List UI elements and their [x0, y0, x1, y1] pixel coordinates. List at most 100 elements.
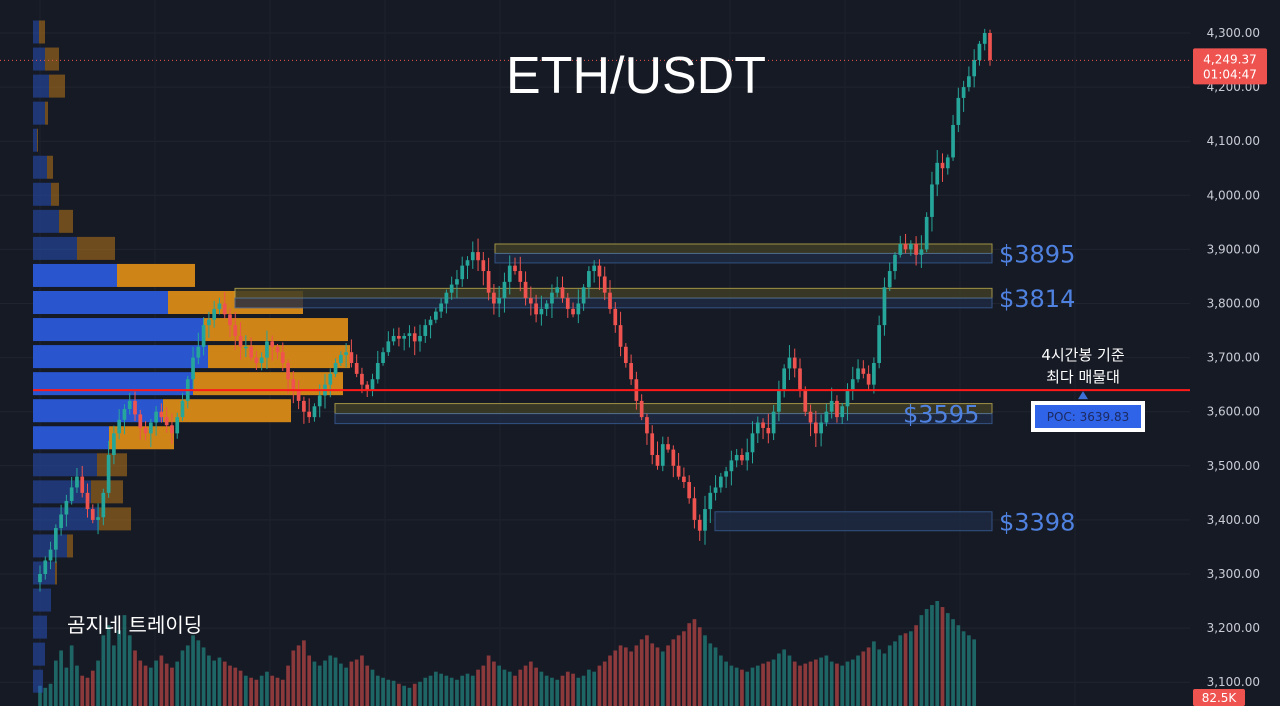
candle-body — [908, 243, 913, 250]
volume-bar — [972, 639, 977, 706]
candle-body — [650, 433, 655, 455]
volume-tag — [1193, 689, 1245, 706]
candle-body — [175, 417, 180, 434]
volume-bar — [967, 635, 971, 706]
volume-bar — [133, 650, 137, 706]
candle-body — [122, 408, 127, 420]
candle-body — [375, 363, 380, 380]
profile-buy-bar — [33, 101, 45, 125]
candle-body — [407, 333, 412, 336]
volume-bar — [212, 660, 217, 706]
volume-bar — [270, 675, 275, 706]
profile-sell-bar — [97, 453, 127, 477]
volume-bar — [777, 653, 781, 706]
volume-bar — [449, 677, 454, 706]
candle-body — [602, 276, 607, 293]
y-tick-label: 3,700.00 — [1207, 351, 1260, 365]
y-tick-label: 3,300.00 — [1207, 567, 1260, 581]
candle-body — [655, 454, 660, 466]
candle-body — [740, 454, 744, 461]
candle-body — [85, 492, 90, 510]
support-resistance-zones: $3895 $3814 $3595 $3398 — [234, 240, 1075, 536]
volume-bar — [75, 665, 79, 706]
volume-bar — [228, 665, 232, 706]
candle-body — [850, 379, 855, 391]
candle-body — [671, 449, 676, 466]
candle-body — [259, 357, 264, 364]
candle-body — [967, 76, 971, 88]
candle-body — [597, 265, 602, 277]
profile-sell-bar — [203, 318, 348, 342]
volume-bar — [333, 657, 338, 706]
volume-bar — [866, 647, 871, 706]
candle-body — [354, 363, 359, 374]
candle-body — [882, 287, 887, 326]
volume-bar — [291, 650, 296, 706]
profile-sell-bar — [163, 399, 291, 423]
candle-body — [824, 411, 829, 423]
volume-bar — [629, 651, 633, 706]
annotation-line-1: 4시간봉 기준 — [1041, 346, 1125, 364]
candle-body — [623, 346, 628, 364]
candle-body — [872, 363, 876, 385]
volume-bar — [639, 639, 644, 706]
volume-bar — [930, 605, 934, 706]
volume-tag-value: 82.5K — [1202, 691, 1238, 705]
volume-bar — [961, 631, 966, 706]
volume-bar — [581, 675, 586, 706]
profile-buy-bar — [33, 399, 163, 423]
volume-bar — [819, 657, 823, 706]
volume-bar — [122, 615, 127, 706]
volume-bar — [682, 631, 686, 706]
volume-bar — [265, 671, 269, 706]
candle-body — [666, 444, 670, 450]
candle-body — [433, 311, 438, 320]
candle-body — [53, 528, 58, 550]
volume-bar — [249, 677, 253, 706]
volume-bar — [312, 661, 317, 706]
volume-bar — [766, 661, 771, 706]
volume-bar — [935, 601, 940, 706]
candle-body — [243, 346, 248, 349]
candle-body — [528, 298, 533, 304]
volume-bar — [666, 645, 670, 706]
volume-bar — [676, 635, 681, 706]
candle-body — [64, 500, 69, 515]
volume-bar — [233, 667, 238, 706]
candle-body — [988, 33, 992, 61]
zone-blue-band — [234, 297, 993, 309]
candle-body — [360, 373, 364, 385]
candle-body — [729, 460, 734, 472]
candle-body — [101, 492, 106, 518]
volume-bar — [513, 675, 517, 706]
candle-body — [766, 427, 771, 434]
volume-bar — [80, 675, 85, 706]
candle-body — [117, 419, 122, 434]
volume-bar — [887, 645, 892, 706]
profile-sell-bar — [49, 74, 65, 98]
volume-bar — [296, 645, 301, 706]
volume-bar — [850, 659, 855, 706]
volume-bar — [365, 665, 370, 706]
volume-bar — [798, 665, 802, 706]
volume-bar — [528, 661, 533, 706]
volume-bar — [106, 625, 111, 706]
candle-body — [697, 519, 702, 531]
profile-buy-bar — [33, 588, 51, 612]
volume-bar — [164, 663, 169, 706]
candle-body — [38, 574, 42, 583]
volume-bar — [718, 655, 723, 706]
zone-label: $3398 — [999, 508, 1075, 536]
candle-body — [418, 335, 422, 342]
candle-body — [829, 400, 834, 412]
candle-body — [645, 417, 649, 434]
y-tick-label: 4,300.00 — [1207, 26, 1260, 40]
volume-bar — [940, 607, 945, 706]
profile-buy-bar — [33, 20, 39, 44]
volume-bar — [481, 665, 486, 706]
candle-body — [560, 287, 565, 299]
candle-body — [576, 303, 581, 315]
candle-body — [249, 346, 253, 358]
chart-title: ETH/USDT — [506, 47, 766, 105]
